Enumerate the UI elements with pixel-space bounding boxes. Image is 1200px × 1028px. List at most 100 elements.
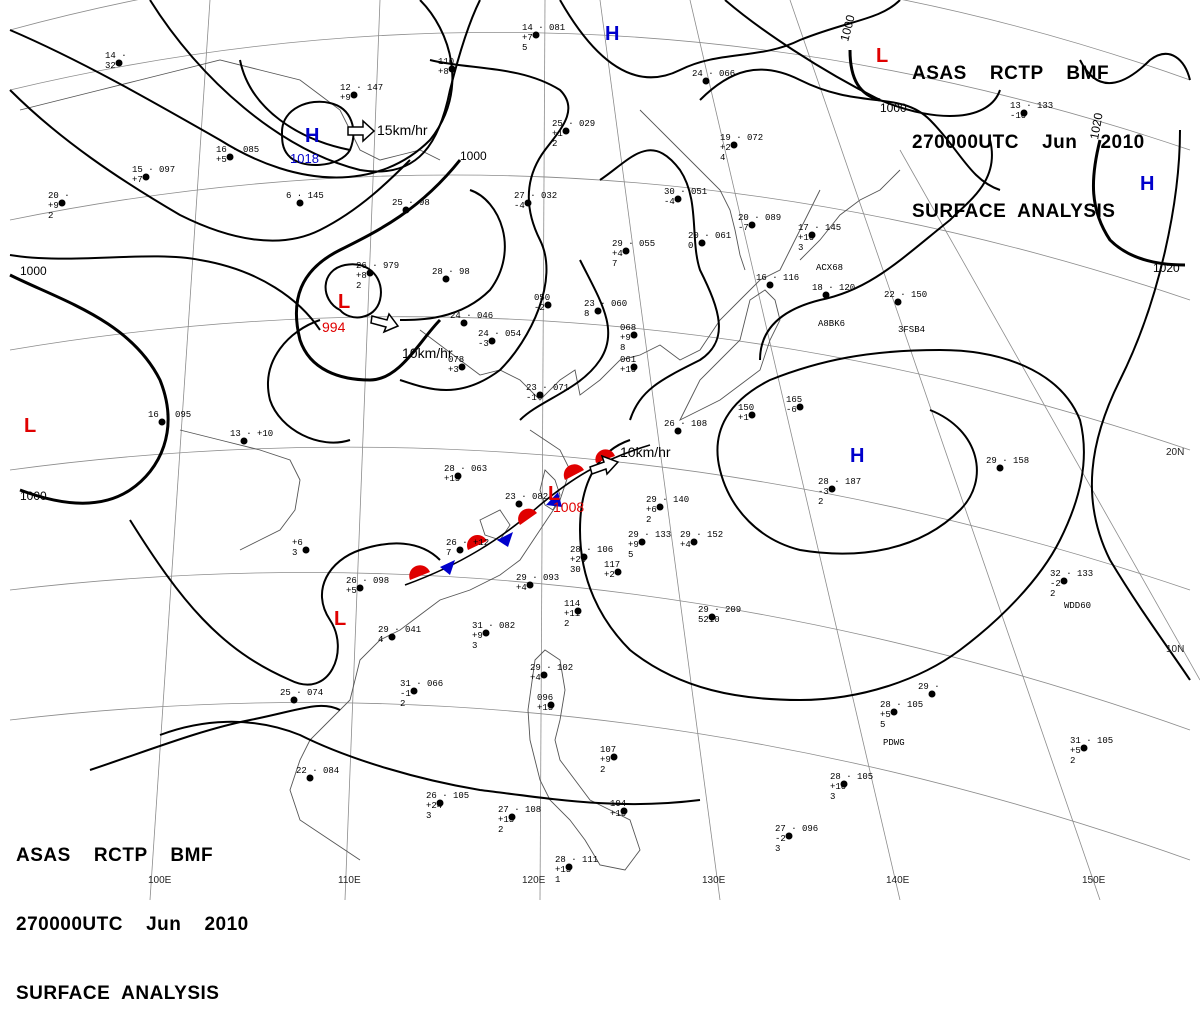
station-plot: 28 · 105 +10 3 (830, 772, 873, 802)
station-value: +1 (552, 129, 563, 139)
station-value: 107 (600, 745, 616, 755)
meridian-line (149, 0, 211, 900)
latitude-label: 20N (1166, 447, 1184, 458)
station-plot: 22 · 150 (884, 290, 927, 306)
title-line-2: 270000UTC Jun 2010 (16, 914, 249, 935)
ship-id: A8BK6 (818, 319, 845, 329)
isobar-1000 (294, 159, 462, 382)
station-plot: 26 · 979 +8 2 (356, 261, 399, 291)
station-value: 5 (628, 550, 633, 560)
station-value: +2 (604, 570, 615, 580)
station-value: 061 (620, 355, 636, 365)
warm-front-semicircle (409, 565, 430, 580)
station-value: 29 · 055 (612, 239, 655, 249)
station-value: +5 (880, 710, 891, 720)
isobar-label: 1020 (1153, 261, 1180, 275)
station-value: +5 (346, 586, 357, 596)
station-plot: 29 · 140 +6 2 (646, 495, 689, 525)
station-value: 26 · 098 (346, 576, 389, 586)
station-plot: 13 · 133 -10 (1010, 101, 1053, 121)
station-value: 23 · 071 (526, 383, 569, 393)
station-circle-icon (748, 411, 756, 419)
station-plot: 16 · 095 (148, 410, 191, 426)
isobar (9, 89, 411, 242)
station-value: 28 · 105 (880, 700, 923, 710)
station-value: 22 · 084 (296, 766, 339, 776)
station-value: 28 · 98 (432, 267, 470, 277)
station-value: 30 · 051 (664, 187, 707, 197)
meridian-line (899, 149, 1200, 681)
high-pressure-center: H (850, 445, 864, 467)
station-value: 29 · 209 (698, 605, 741, 615)
station-value: 068 (620, 323, 636, 333)
station-value: 29 · (918, 682, 940, 692)
station-value: 5 (522, 43, 527, 53)
station-value: 7 (446, 548, 451, 558)
station-plot: 078 +3 (448, 355, 466, 375)
station-value: 096 (537, 693, 553, 703)
station-circle-icon (482, 629, 490, 637)
station-value: 14 · (105, 51, 127, 61)
title-line-3: SURFACE ANALYSIS (912, 201, 1116, 222)
station-circle-icon (630, 363, 638, 371)
station-circle-icon (350, 91, 358, 99)
station-value: 13 · 133 (1010, 101, 1053, 111)
map-title-top: ASAS RCTP BMF 270000UTC Jun 2010 SURFACE… (912, 16, 1145, 246)
station-value: +7 (522, 33, 533, 43)
warm-front-semicircle (563, 464, 584, 480)
isobar-1020-east (1092, 139, 1186, 267)
motion-arrow-icon (589, 454, 620, 476)
station-plot: 26 · 098 +5 (346, 576, 389, 596)
station-plot: 29 · 209 5210 (698, 605, 741, 625)
station-value: 29 · 133 (628, 530, 671, 540)
station-value: 0 (688, 241, 693, 251)
station-value: 29 · 102 (530, 663, 573, 673)
station-plot: 29 · 093 +4 (516, 573, 559, 593)
station-value: 25 · 98 (392, 198, 430, 208)
isobar (9, 254, 321, 331)
low-pressure-center: L (24, 415, 36, 437)
meridian-line (344, 0, 381, 900)
station-value: 3 (292, 548, 297, 558)
station-value: -6 (786, 405, 797, 415)
station-plot: 061 +10 (620, 355, 638, 375)
station-plot: 16 · 085 +5 (216, 145, 259, 165)
station-value: +7 (132, 175, 143, 185)
station-value: 078 (448, 355, 464, 365)
station-plot: 110 +8 (438, 57, 456, 77)
station-circle-icon (638, 538, 646, 546)
station-circle-icon (290, 696, 298, 704)
isobar (159, 720, 701, 806)
isobar (399, 59, 570, 391)
station-value: 16 · 095 (148, 410, 191, 420)
station-plot: 29 · 158 (986, 456, 1029, 472)
station-value: 110 (438, 57, 454, 67)
isobar-label: 1020 (1087, 111, 1105, 140)
station-value: +4 (680, 540, 691, 550)
station-value: 2 (818, 497, 823, 507)
station-value: 150 (738, 403, 754, 413)
station-value: +9 (48, 201, 59, 211)
station-circle-icon (708, 613, 716, 621)
motion-arrow-icon (370, 312, 400, 334)
weather-map: 1000 1000 1000 1000 1000 1020 1020 H 101… (9, 0, 1200, 900)
station-circle-icon (890, 708, 898, 716)
isobar-label: 1000 (20, 489, 47, 503)
station-circle-icon (544, 301, 552, 309)
parallel-line (9, 32, 1191, 151)
station-value: -2 (1050, 579, 1061, 589)
station-value: 2 (498, 825, 503, 835)
station-value: 3 (775, 844, 780, 854)
isobar (1090, 129, 1191, 681)
station-plot: 17 · 145 +10 3 (798, 223, 841, 253)
station-value: 13 · +10 (230, 429, 273, 439)
station-circle-icon (630, 331, 638, 339)
station-circle-icon (620, 807, 628, 815)
isobar-label: 1000 (880, 101, 907, 115)
station-value: 32 · 133 (1050, 569, 1093, 579)
motion-vectors: 15km/hr 10km/hr 10km/hr (347, 119, 671, 476)
station-value: 1 (555, 875, 560, 885)
station-value: 30 (570, 565, 581, 575)
longitude-label: 130E (702, 875, 726, 886)
